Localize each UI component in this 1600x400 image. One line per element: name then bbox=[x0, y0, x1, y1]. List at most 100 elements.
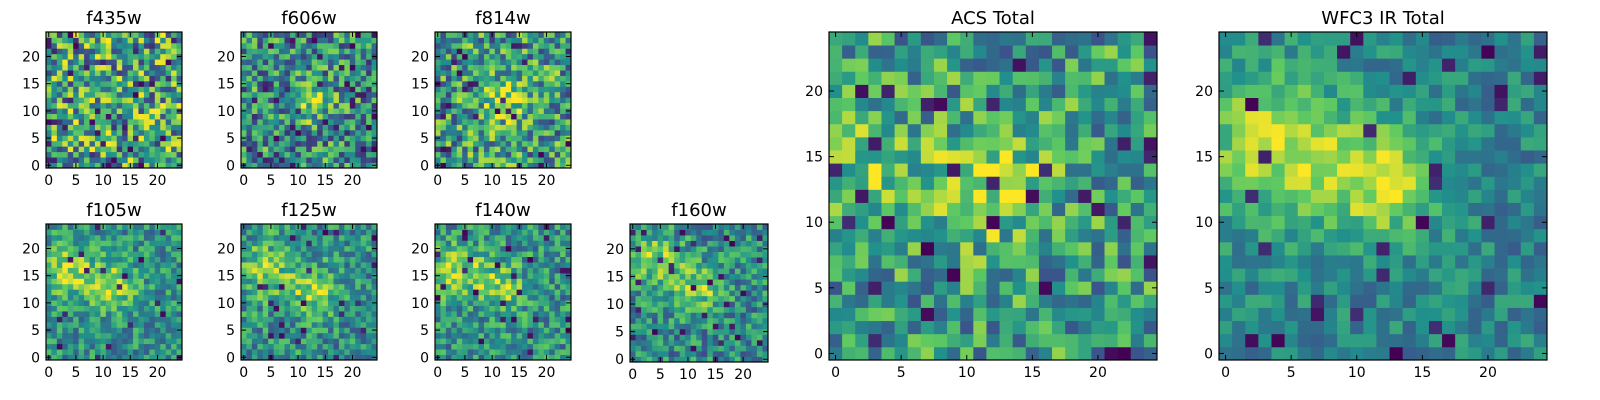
heatmap-cell bbox=[560, 278, 566, 285]
heatmap-cell bbox=[522, 48, 528, 55]
heatmap-cell bbox=[947, 202, 961, 217]
heatmap-cell bbox=[116, 272, 123, 279]
heatmap-cell bbox=[668, 328, 675, 335]
heatmap-cell bbox=[549, 240, 556, 247]
heatmap-cell bbox=[67, 86, 74, 93]
heatmap-cell bbox=[1104, 346, 1119, 361]
heatmap-cell bbox=[133, 294, 139, 301]
heatmap-cell bbox=[478, 91, 485, 98]
heatmap-cell bbox=[306, 234, 313, 241]
heatmap-cell bbox=[317, 327, 323, 334]
heatmap-cell bbox=[78, 37, 85, 44]
heatmap-cell bbox=[489, 119, 496, 125]
heatmap-cell bbox=[440, 146, 447, 153]
heatmap-cell bbox=[149, 224, 156, 230]
heatmap-cell bbox=[333, 289, 340, 296]
heatmap-cell bbox=[105, 278, 112, 285]
heatmap-cell bbox=[549, 262, 556, 268]
heatmap-cell bbox=[478, 294, 485, 301]
heatmap-cell bbox=[176, 129, 183, 136]
heatmap-cell bbox=[1143, 228, 1158, 243]
heatmap-cell bbox=[355, 305, 362, 312]
heatmap-cell bbox=[241, 129, 247, 136]
heatmap-cell bbox=[855, 268, 869, 282]
heatmap-cell bbox=[284, 80, 291, 87]
heatmap-cell bbox=[138, 113, 145, 120]
heatmap-cell bbox=[745, 268, 752, 275]
heatmap-cell bbox=[251, 245, 258, 252]
heatmap-cell bbox=[105, 224, 112, 230]
heatmap-cell bbox=[306, 240, 313, 247]
heatmap-cell bbox=[565, 251, 572, 258]
heatmap-cell bbox=[707, 323, 714, 330]
heatmap-cell bbox=[451, 294, 458, 301]
heatmap-cell bbox=[328, 354, 334, 361]
heatmap-cell bbox=[73, 146, 80, 153]
heatmap-cell bbox=[549, 75, 556, 82]
heatmap-cell bbox=[483, 108, 490, 114]
heatmap-cell bbox=[100, 157, 107, 163]
heatmap-cell bbox=[473, 278, 479, 285]
heatmap-cell bbox=[111, 151, 118, 158]
heatmap-cell bbox=[646, 268, 653, 275]
heatmap-cell bbox=[494, 289, 501, 296]
heatmap-cell bbox=[360, 267, 367, 274]
heatmap-cell bbox=[440, 113, 447, 120]
heatmap-cell bbox=[685, 306, 692, 313]
heatmap-cell bbox=[696, 334, 703, 341]
heatmap-cell bbox=[322, 48, 329, 55]
heatmap-cell bbox=[641, 312, 647, 319]
heatmap-cell bbox=[111, 338, 118, 345]
heatmap-cell bbox=[668, 273, 675, 280]
heatmap-cell bbox=[685, 246, 692, 252]
heatmap-cell bbox=[674, 284, 681, 291]
heatmap-cell bbox=[154, 37, 161, 44]
heatmap-cell bbox=[84, 240, 90, 247]
heatmap-cell bbox=[538, 124, 545, 131]
heatmap-cell bbox=[89, 354, 96, 361]
heatmap-cell bbox=[262, 343, 269, 350]
heatmap-cell bbox=[295, 140, 302, 147]
heatmap-cell bbox=[1117, 228, 1132, 243]
heatmap-cell bbox=[279, 316, 285, 323]
heatmap-cell bbox=[262, 64, 269, 71]
heatmap-cell bbox=[51, 37, 58, 44]
heatmap-cell bbox=[84, 151, 90, 158]
heatmap-cell bbox=[1091, 333, 1105, 348]
heatmap-cell bbox=[67, 32, 74, 38]
heatmap-cell bbox=[143, 151, 150, 158]
heatmap-cell bbox=[328, 229, 334, 236]
heatmap-cell bbox=[554, 272, 561, 279]
heatmap-cell bbox=[349, 59, 356, 66]
heatmap-cell bbox=[445, 75, 452, 82]
heatmap-cell bbox=[543, 64, 550, 71]
heatmap-cell bbox=[554, 289, 561, 296]
heatmap-cell bbox=[116, 267, 123, 274]
heatmap-cell bbox=[478, 48, 485, 55]
heatmap-cell bbox=[674, 306, 681, 313]
heatmap-cell bbox=[133, 251, 139, 258]
heatmap-cell bbox=[89, 32, 96, 38]
heatmap-cell bbox=[483, 278, 490, 285]
heatmap-cell bbox=[674, 224, 681, 230]
heatmap-cell bbox=[311, 129, 318, 136]
heatmap-cell bbox=[165, 278, 172, 285]
heatmap-cell bbox=[78, 240, 85, 247]
heatmap-cell bbox=[842, 150, 856, 164]
heatmap-cell bbox=[273, 97, 280, 104]
heatmap-cell bbox=[842, 202, 856, 217]
heatmap-cell bbox=[338, 294, 345, 301]
heatmap-cell bbox=[56, 48, 63, 55]
heatmap-cell bbox=[289, 349, 296, 355]
heatmap-cell bbox=[679, 334, 686, 341]
heatmap-cell bbox=[663, 328, 670, 335]
heatmap-cell bbox=[116, 343, 123, 350]
heatmap-cell bbox=[522, 229, 528, 236]
heatmap-cell bbox=[762, 339, 769, 346]
heatmap-cell bbox=[483, 140, 490, 147]
heatmap-cell bbox=[251, 119, 258, 125]
heatmap-cell bbox=[907, 176, 922, 190]
heatmap-cell bbox=[527, 151, 534, 158]
heatmap-cell bbox=[149, 289, 156, 296]
heatmap-cell bbox=[127, 124, 134, 131]
